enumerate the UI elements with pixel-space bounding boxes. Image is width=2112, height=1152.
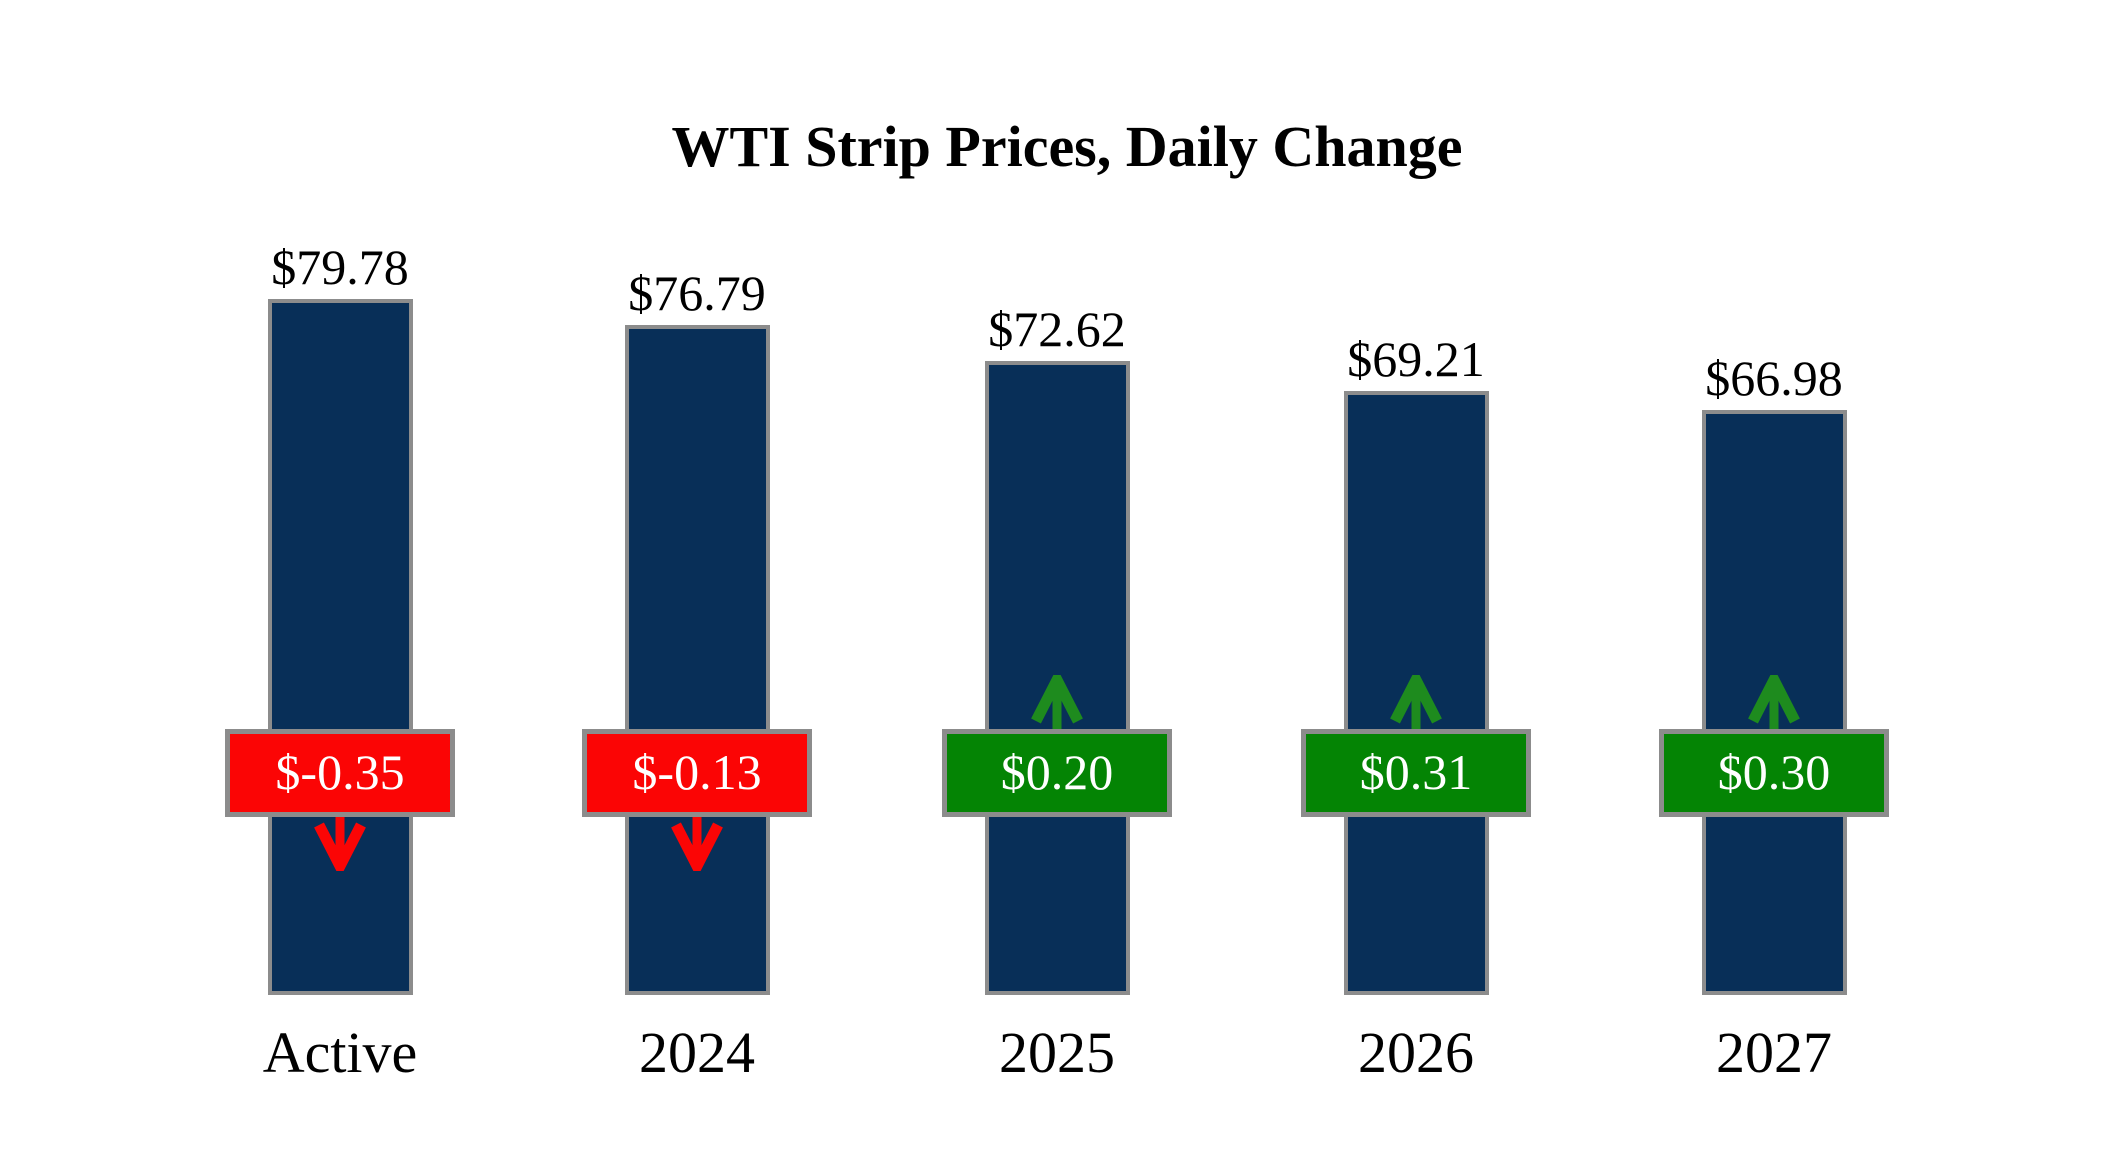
up-arrow-icon	[1031, 667, 1083, 733]
bar-value-label: $72.62	[988, 301, 1126, 357]
bar-value-label: $79.78	[271, 239, 409, 295]
change-badge: $-0.35	[225, 729, 455, 817]
change-badge: $0.30	[1659, 729, 1889, 817]
down-arrow-icon	[671, 813, 723, 879]
change-badge: $0.20	[942, 729, 1172, 817]
price-bar	[624, 325, 770, 995]
category-label: 2024	[639, 1020, 755, 1085]
bar-value-label: $66.98	[1705, 350, 1843, 406]
category-label: 2025	[999, 1020, 1115, 1085]
up-arrow-icon	[1748, 667, 1800, 733]
category-label: 2026	[1358, 1020, 1474, 1085]
category-label: 2027	[1716, 1020, 1832, 1085]
price-bar	[267, 299, 413, 995]
change-badge: $0.31	[1301, 729, 1531, 817]
bar-value-label: $69.21	[1347, 331, 1485, 387]
category-label: Active	[262, 1020, 418, 1085]
chart-title: WTI Strip Prices, Daily Change	[671, 114, 1463, 179]
up-arrow-icon	[1390, 667, 1442, 733]
change-badge: $-0.13	[582, 729, 812, 817]
bar-value-label: $76.79	[628, 265, 766, 321]
down-arrow-icon	[314, 813, 366, 879]
